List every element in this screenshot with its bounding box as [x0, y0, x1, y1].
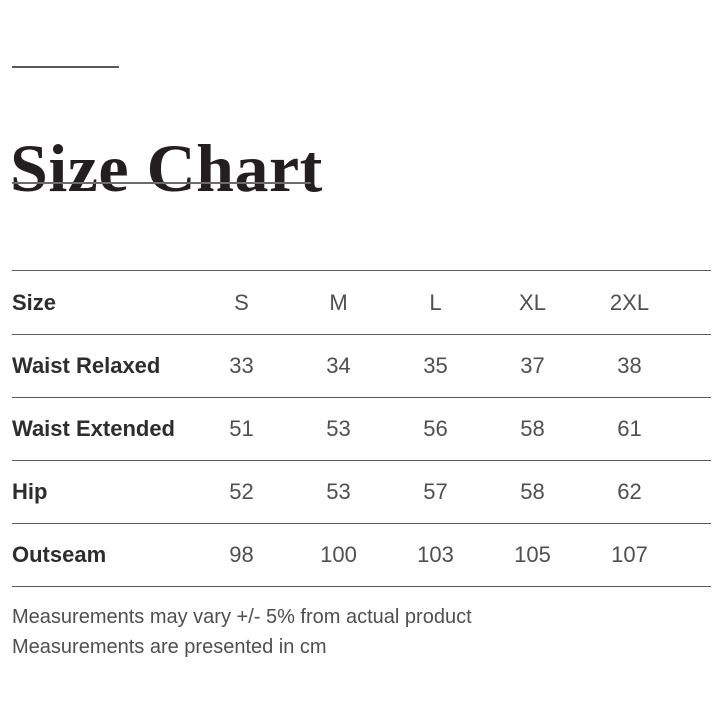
measurement-value: 107	[611, 542, 648, 567]
measurement-value: 33	[229, 353, 254, 378]
row-label: Waist Relaxed	[12, 353, 161, 378]
spacer-cell	[678, 398, 711, 461]
column-header-l: L	[429, 289, 442, 315]
size-chart-table: Size S M L XL 2XL Waist Relaxed 33 34 35…	[12, 270, 711, 587]
title-underline	[12, 182, 311, 184]
row-label: Waist Extended	[12, 416, 175, 441]
measurement-value: 58	[520, 479, 545, 504]
table-row-waist-relaxed: Waist Relaxed 33 34 35 37 38	[12, 335, 711, 398]
measurement-value: 38	[617, 353, 642, 378]
measurement-value: 34	[326, 353, 351, 378]
column-header-2xl: 2XL	[609, 289, 650, 315]
accent-rule	[12, 66, 119, 68]
measurement-value: 100	[320, 542, 357, 567]
measurement-value: 105	[514, 542, 551, 567]
table-row-hip: Hip 52 53 57 58 62	[12, 461, 711, 524]
measurement-value: 58	[520, 416, 545, 441]
measurement-value: 51	[229, 416, 254, 441]
spacer-cell	[678, 524, 711, 587]
column-header-m: M	[329, 289, 348, 315]
spacer-cell	[678, 335, 711, 398]
measurement-value: 103	[417, 542, 454, 567]
measurement-notes: Measurements may vary +/- 5% from actual…	[12, 602, 472, 662]
measurement-value: 98	[229, 542, 254, 567]
measurement-value: 37	[520, 353, 545, 378]
measurement-value: 35	[423, 353, 448, 378]
column-header-s: S	[234, 289, 249, 315]
column-header-size: Size	[12, 289, 57, 315]
measurement-value: 53	[326, 416, 351, 441]
note-variance: Measurements may vary +/- 5% from actual…	[12, 606, 472, 628]
page-title: Size Chart	[10, 129, 323, 206]
measurement-value: 56	[423, 416, 448, 441]
table-row-outseam: Outseam 98 100 103 105 107	[12, 524, 711, 587]
spacer-cell	[678, 271, 711, 335]
measurement-value: 53	[326, 479, 351, 504]
note-unit: Measurements are presented in cm	[12, 636, 327, 658]
measurement-value: 57	[423, 479, 448, 504]
measurement-value: 61	[617, 416, 642, 441]
row-label: Outseam	[12, 542, 107, 567]
spacer-cell	[678, 461, 711, 524]
row-label: Hip	[12, 479, 48, 504]
column-header-xl: XL	[519, 289, 546, 315]
table-row-waist-extended: Waist Extended 51 53 56 58 61	[12, 398, 711, 461]
measurement-value: 62	[617, 479, 642, 504]
table-header-row: Size S M L XL 2XL	[12, 271, 711, 335]
measurement-value: 52	[229, 479, 254, 504]
